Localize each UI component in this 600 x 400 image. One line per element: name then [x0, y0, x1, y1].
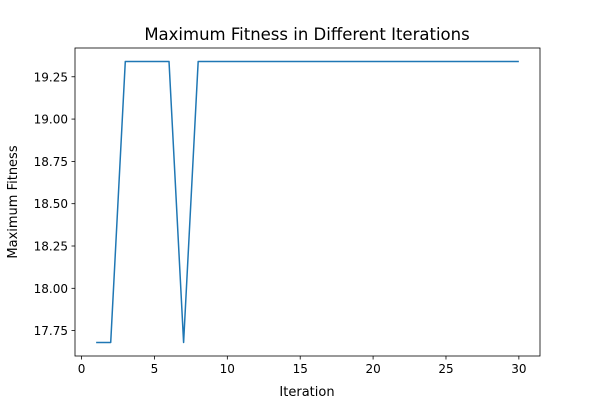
- y-tick-label: 18.25: [34, 240, 68, 254]
- y-tick-label: 18.00: [34, 282, 68, 296]
- y-tick-label: 18.50: [34, 197, 68, 211]
- y-axis-label: Maximum Fitness: [6, 145, 21, 258]
- y-tick-label: 18.75: [34, 155, 68, 169]
- x-tick-label: 25: [438, 362, 453, 376]
- x-tick-label: 0: [78, 362, 86, 376]
- x-tick-label: 30: [511, 362, 526, 376]
- x-tick-label: 10: [220, 362, 235, 376]
- x-tick-label: 5: [151, 362, 159, 376]
- chart-title: Maximum Fitness in Different Iterations: [144, 25, 469, 44]
- x-tick-label: 20: [365, 362, 380, 376]
- y-tick-label: 19.25: [34, 70, 68, 84]
- x-axis-label: Iteration: [279, 385, 334, 400]
- series-line-0: [96, 60, 519, 344]
- y-tick-label: 17.75: [34, 324, 68, 338]
- y-tick-label: 19.00: [34, 113, 68, 127]
- plot-frame: [74, 47, 541, 357]
- plot-area: 0 5 10 15 20 25 30 17.75 18.00 18.25 18.50 18.75 19.…: [34, 47, 541, 376]
- x-tick-label: 15: [293, 362, 308, 376]
